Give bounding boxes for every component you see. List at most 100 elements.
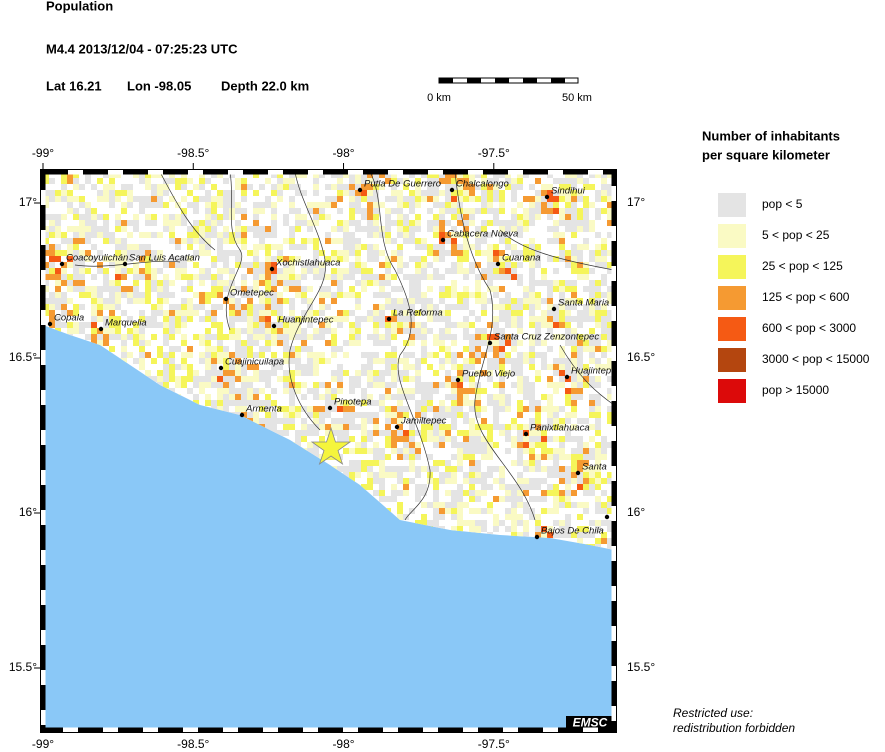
- pop-cell: [337, 274, 343, 280]
- pop-cell: [469, 382, 475, 388]
- pop-cell: [589, 286, 595, 292]
- pop-cell: [385, 496, 391, 502]
- pop-cell: [451, 304, 457, 310]
- pop-cell: [229, 316, 235, 322]
- pop-cell: [535, 280, 541, 286]
- pop-cell: [451, 424, 457, 430]
- pop-cell: [391, 286, 397, 292]
- pop-cell: [265, 292, 271, 298]
- pop-cell: [229, 388, 235, 394]
- pop-cell: [421, 196, 427, 202]
- pop-cell: [265, 340, 271, 346]
- pop-cell: [535, 514, 541, 520]
- pop-cell: [277, 184, 283, 190]
- pop-cell: [547, 328, 553, 334]
- pop-cell: [109, 286, 115, 292]
- pop-cell: [547, 298, 553, 304]
- pop-cell: [433, 244, 439, 250]
- pop-cell: [505, 238, 511, 244]
- pop-cell: [499, 196, 505, 202]
- pop-cell: [277, 268, 283, 274]
- pop-cell: [559, 520, 565, 526]
- pop-cell: [211, 232, 217, 238]
- pop-cell: [271, 418, 277, 424]
- pop-cell: [595, 298, 601, 304]
- pop-cell: [415, 430, 421, 436]
- pop-cell: [553, 208, 559, 214]
- pop-cell: [85, 292, 91, 298]
- pop-cell: [127, 244, 133, 250]
- pop-cell: [79, 238, 85, 244]
- pop-cell: [313, 394, 319, 400]
- pop-cell: [199, 238, 205, 244]
- pop-cell: [565, 190, 571, 196]
- pop-cell: [571, 232, 577, 238]
- x-tick-label: -99°: [32, 737, 54, 751]
- pop-cell: [577, 298, 583, 304]
- pop-cell: [547, 292, 553, 298]
- city-label: Chalcalongo: [456, 179, 509, 190]
- pop-cell: [175, 268, 181, 274]
- pop-cell: [499, 310, 505, 316]
- pop-cell: [481, 328, 487, 334]
- pop-cell: [457, 394, 463, 400]
- pop-cell: [577, 370, 583, 376]
- pop-cell: [223, 358, 229, 364]
- pop-cell: [391, 406, 397, 412]
- pop-cell: [583, 304, 589, 310]
- pop-cell: [493, 340, 499, 346]
- x-tick-label: -97.5°: [478, 146, 510, 160]
- pop-cell: [493, 400, 499, 406]
- pop-cell: [571, 466, 577, 472]
- pop-cell: [541, 298, 547, 304]
- pop-cell: [91, 316, 97, 322]
- pop-cell: [331, 316, 337, 322]
- pop-cell: [343, 316, 349, 322]
- pop-cell: [331, 292, 337, 298]
- pop-cell: [361, 190, 367, 196]
- pop-cell: [271, 340, 277, 346]
- pop-cell: [595, 262, 601, 268]
- pop-cell: [529, 334, 535, 340]
- pop-cell: [211, 322, 217, 328]
- pop-cell: [535, 484, 541, 490]
- pop-cell: [547, 190, 553, 196]
- pop-cell: [85, 268, 91, 274]
- pop-cell: [391, 418, 397, 424]
- pop-cell: [547, 418, 553, 424]
- pop-cell: [139, 208, 145, 214]
- pop-cell: [67, 286, 73, 292]
- pop-cell: [535, 340, 541, 346]
- pop-cell: [247, 262, 253, 268]
- pop-cell: [199, 244, 205, 250]
- pop-cell: [475, 436, 481, 442]
- pop-cell: [373, 292, 379, 298]
- pop-cell: [277, 280, 283, 286]
- pop-cell: [529, 424, 535, 430]
- pop-cell: [349, 460, 355, 466]
- pop-cell: [499, 220, 505, 226]
- pop-cell: [547, 208, 553, 214]
- pop-cell: [253, 268, 259, 274]
- legend-label: pop > 15000: [762, 383, 829, 397]
- pop-cell: [211, 304, 217, 310]
- pop-cell: [589, 298, 595, 304]
- pop-cell: [289, 280, 295, 286]
- pop-cell: [529, 322, 535, 328]
- pop-cell: [523, 196, 529, 202]
- pop-cell: [385, 196, 391, 202]
- pop-cell: [283, 238, 289, 244]
- pop-cell: [145, 196, 151, 202]
- pop-cell: [475, 460, 481, 466]
- pop-cell: [511, 178, 517, 184]
- pop-cell: [289, 226, 295, 232]
- pop-cell: [397, 220, 403, 226]
- pop-cell: [355, 448, 361, 454]
- pop-cell: [463, 430, 469, 436]
- pop-cell: [403, 328, 409, 334]
- pop-cell: [511, 340, 517, 346]
- pop-cell: [505, 358, 511, 364]
- pop-cell: [457, 250, 463, 256]
- pop-cell: [403, 178, 409, 184]
- pop-cell: [517, 274, 523, 280]
